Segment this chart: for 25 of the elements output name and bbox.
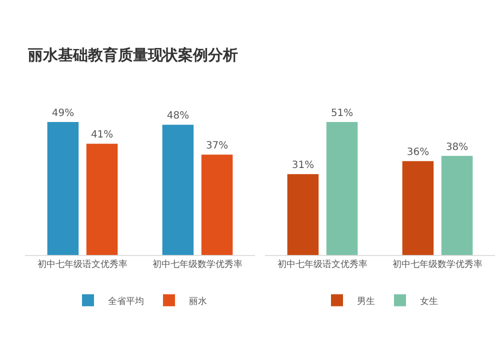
data-label: 38% <box>446 142 468 153</box>
data-label: 37% <box>206 140 228 152</box>
x-tick-label: 初中七年级数学优秀率 <box>392 258 482 270</box>
bar <box>162 124 194 255</box>
data-label: 51% <box>330 108 354 119</box>
data-label: 36% <box>406 147 430 158</box>
x-tick-label: 初中七年级语文优秀率 <box>278 258 368 270</box>
legend-label: 丽水 <box>189 296 207 307</box>
bar <box>326 122 358 255</box>
bar <box>201 154 233 255</box>
legend-label: 男生 <box>357 296 375 307</box>
bar <box>47 122 79 255</box>
legend-label: 女生 <box>420 296 438 307</box>
bar <box>402 161 434 255</box>
x-tick-label: 初中七年级语文优秀率 <box>38 258 128 270</box>
data-label: 41% <box>90 130 114 141</box>
data-label: 49% <box>52 108 74 119</box>
bar <box>441 156 473 255</box>
chart-title: 丽水基础教育质量现状案例分析 <box>28 46 238 65</box>
bar <box>86 144 118 255</box>
x-tick-label: 初中七年级数学优秀率 <box>152 258 242 270</box>
legend-label: 全省平均 <box>108 296 144 307</box>
data-label: 31% <box>292 160 314 172</box>
bar <box>287 174 319 255</box>
data-label: 48% <box>166 110 190 122</box>
